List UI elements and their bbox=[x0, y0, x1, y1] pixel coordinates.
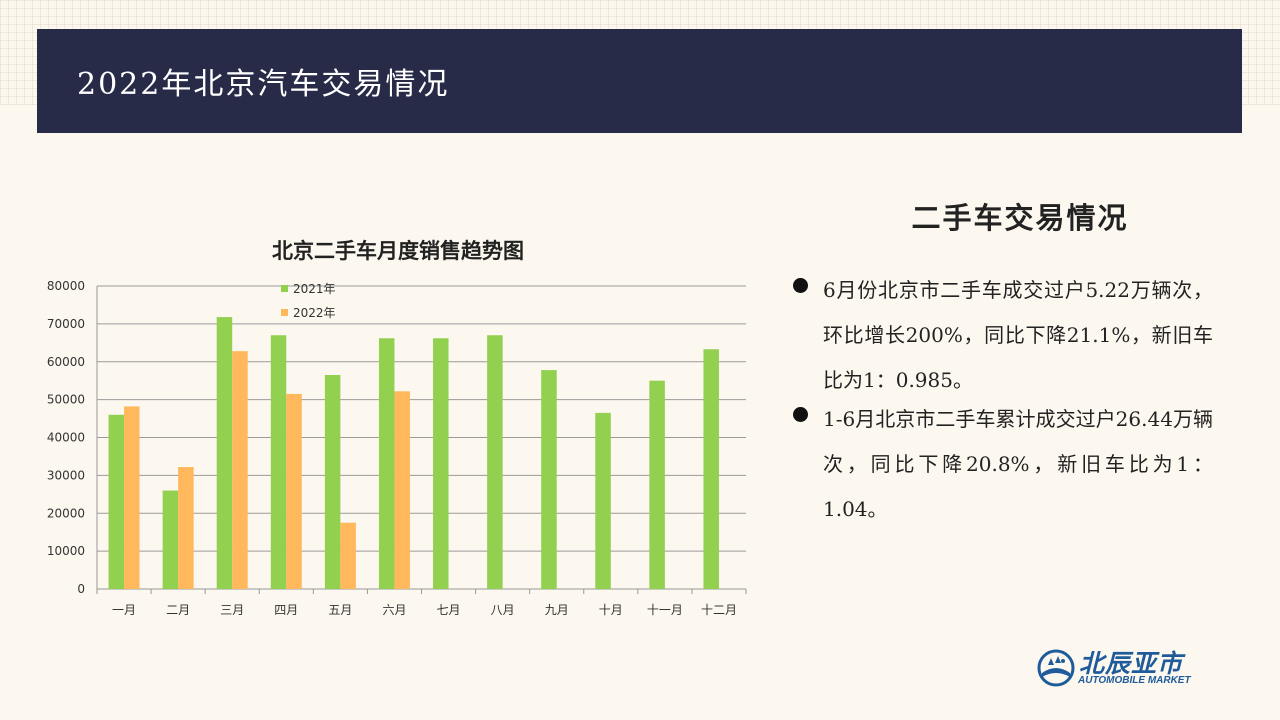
title-bar: 2022年北京汽车交易情况 bbox=[37, 29, 1242, 133]
bar-2022年-三月 bbox=[232, 351, 248, 589]
chart-title: 北京二手车月度销售趋势图 bbox=[272, 239, 524, 263]
bar-2021年-一月 bbox=[108, 414, 125, 589]
x-tick-label: 十月 bbox=[599, 603, 623, 617]
bar-2022年-二月 bbox=[178, 467, 194, 589]
y-tick-label: 80000 bbox=[47, 279, 85, 293]
bar-2021年-二月 bbox=[162, 490, 179, 589]
x-tick-label: 四月 bbox=[274, 603, 298, 617]
bullet-dot-icon bbox=[793, 278, 808, 293]
bullet-text-1: 6月份北京市二手车成交过户5.22万辆次，环比增长200%，同比下降21.1%，… bbox=[823, 278, 1213, 392]
x-tick-label: 七月 bbox=[437, 603, 461, 617]
y-tick-label: 30000 bbox=[47, 468, 85, 482]
bar-2021年-七月 bbox=[433, 338, 449, 589]
x-tick-label: 六月 bbox=[382, 603, 406, 617]
page-title: 2022年北京汽车交易情况 bbox=[77, 67, 450, 102]
x-tick-label: 九月 bbox=[545, 603, 569, 617]
logo-subtitle: AUTOMOBILE MARKET bbox=[1078, 675, 1191, 686]
bar-2021年-九月 bbox=[541, 370, 557, 589]
x-tick-label: 一月 bbox=[112, 603, 136, 617]
bar-2022年-六月 bbox=[394, 391, 410, 589]
y-tick-label: 50000 bbox=[47, 393, 85, 407]
x-tick-label: 二月 bbox=[166, 603, 190, 617]
bar-2021年-六月 bbox=[378, 338, 395, 589]
x-tick-label: 十二月 bbox=[701, 603, 737, 617]
logo-emblem-icon bbox=[1037, 649, 1075, 687]
y-tick-label: 70000 bbox=[47, 317, 85, 331]
legend-label: 2021年 bbox=[293, 282, 336, 296]
bar-2021年-四月 bbox=[270, 335, 287, 589]
legend-label: 2022年 bbox=[293, 306, 336, 320]
bar-2021年-三月 bbox=[216, 317, 233, 589]
bar-2022年-一月 bbox=[124, 406, 140, 589]
bar-2021年-十月 bbox=[595, 412, 611, 589]
bar-2021年-十一月 bbox=[649, 380, 665, 589]
x-tick-label: 十一月 bbox=[647, 603, 683, 617]
x-tick-label: 五月 bbox=[328, 603, 352, 617]
y-tick-label: 60000 bbox=[47, 355, 85, 369]
bullet-dot-icon bbox=[793, 407, 808, 422]
legend-swatch bbox=[281, 285, 288, 292]
bar-2022年-四月 bbox=[286, 393, 302, 589]
right-heading: 二手车交易情况 bbox=[911, 201, 1129, 235]
legend-swatch bbox=[281, 309, 288, 316]
bar-2021年-五月 bbox=[324, 375, 341, 589]
y-tick-label: 40000 bbox=[47, 431, 85, 445]
y-tick-label: 20000 bbox=[47, 506, 85, 520]
bar-2021年-十二月 bbox=[703, 349, 719, 589]
y-tick-label: 10000 bbox=[47, 544, 85, 558]
logo-name: 北辰亚市 bbox=[1079, 649, 1184, 678]
bar-2021年-八月 bbox=[487, 335, 503, 589]
logo: 北辰亚市 AUTOMOBILE MARKET bbox=[1037, 648, 1209, 690]
x-tick-label: 八月 bbox=[491, 603, 515, 617]
y-tick-label: 0 bbox=[77, 582, 85, 596]
x-tick-label: 三月 bbox=[220, 603, 244, 617]
bullet-text-2: 1-6月北京市二手车累计成交过户26.44万辆次，同比下降20.8%，新旧车比为… bbox=[823, 407, 1213, 521]
bar-2022年-五月 bbox=[340, 522, 356, 589]
